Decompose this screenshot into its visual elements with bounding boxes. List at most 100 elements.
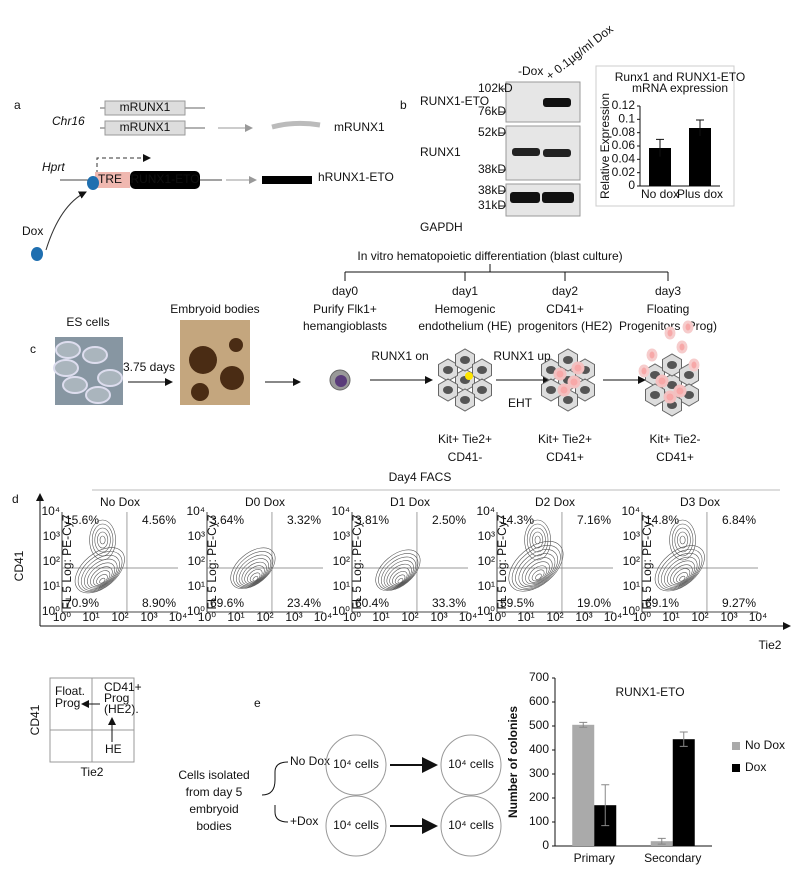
plot-title: D3 Dox — [680, 495, 720, 509]
tick-label: 10⁴ — [41, 504, 60, 518]
transgene-box — [130, 171, 200, 189]
progenitor — [567, 375, 581, 389]
tick-label: 10² — [333, 554, 350, 568]
product-label: mRUNX1 — [334, 120, 385, 134]
tick-label: 10¹ — [82, 610, 99, 624]
y-tick-label: 0 — [542, 838, 549, 852]
contour — [80, 554, 120, 591]
plot-axis-label: FL 5 Log: PE-Cy7 — [205, 514, 219, 609]
es-colony — [53, 359, 79, 377]
progenitor — [553, 367, 567, 381]
contour — [660, 552, 700, 589]
error-bar — [696, 119, 704, 136]
contour — [663, 556, 698, 588]
panel-label: c — [30, 342, 36, 356]
contour — [677, 531, 689, 549]
source-text: embryoid — [189, 802, 238, 816]
contour — [521, 557, 553, 586]
tick-label: 10⁰ — [187, 604, 205, 618]
runx1-up: RUNX1 up — [493, 349, 551, 363]
promoter-label: TRE — [98, 172, 122, 186]
stage-day: day3 — [655, 284, 681, 298]
cell-nucleus — [563, 356, 573, 364]
tick-label: 10¹ — [517, 610, 534, 624]
quadrant-value: 14.3% — [500, 513, 534, 527]
plate-label: 10⁴ cells — [333, 757, 379, 771]
tick-label: 10⁰ — [198, 610, 216, 624]
tick-label: 10⁰ — [332, 604, 350, 618]
header: In vitro hematopoietic differentiation (… — [357, 249, 622, 263]
key-text: Float. — [55, 684, 85, 698]
legend-label: No Dox — [745, 738, 785, 752]
y-tick-label: 0.12 — [612, 98, 636, 112]
cell-nucleus — [580, 386, 590, 394]
tick-label: 10² — [691, 610, 708, 624]
y-tick-label: 0.02 — [612, 165, 636, 179]
contour — [74, 547, 125, 594]
transgene-label: RUNX1-ETO — [130, 172, 199, 186]
tick-label: 10² — [546, 610, 563, 624]
stage-day: day2 — [552, 284, 578, 298]
band — [542, 192, 574, 203]
cell-nucleus — [563, 396, 573, 404]
contour — [515, 549, 558, 589]
plot-title: D0 Dox — [245, 495, 285, 509]
tick-label: 10⁰ — [42, 604, 60, 618]
stage-desc: endothelium (HE) — [418, 319, 511, 333]
key-y-label: CD41 — [28, 704, 42, 735]
tick-label: 10³ — [478, 529, 495, 543]
es-label: ES cells — [66, 315, 109, 329]
eb-label: Embryoid bodies — [170, 302, 259, 316]
source-text: from day 5 — [186, 785, 243, 799]
contour — [375, 549, 421, 591]
error-bar — [656, 138, 664, 157]
contour — [534, 535, 541, 545]
panel-label: e — [254, 696, 261, 710]
phenotype: Kit+ Tie2+ — [438, 432, 492, 446]
quadrant-value: 8.90% — [142, 596, 176, 610]
bar — [689, 128, 711, 186]
y-axis-label: Relative Expression — [598, 93, 612, 199]
tick-label: 10³ — [188, 529, 205, 543]
cell-nucleus — [460, 396, 470, 404]
floating-progenitor — [676, 340, 688, 354]
blot-label: GAPDH — [420, 220, 463, 234]
band — [512, 148, 540, 156]
tick-label: 10⁴ — [621, 504, 640, 518]
y-tick-label: 0.08 — [612, 125, 636, 139]
tick-label: 10¹ — [662, 610, 679, 624]
cell-nucleus — [667, 361, 677, 369]
eht: EHT — [508, 396, 533, 410]
dox — [31, 247, 43, 261]
contour — [676, 572, 688, 583]
x-axis-label: Tie2 — [759, 638, 782, 652]
key-x-label: Tie2 — [81, 765, 104, 779]
panel-label: a — [14, 98, 21, 112]
tick-label: 10² — [111, 610, 128, 624]
panel-label: b — [400, 98, 407, 112]
stage-desc: progenitors (HE2) — [518, 319, 613, 333]
tick-label: 10⁰ — [622, 604, 640, 618]
runx1-on: RUNX1 on — [371, 349, 428, 363]
split-bracket — [261, 761, 289, 823]
tick-label: 10³ — [575, 610, 592, 624]
tick-label: 10² — [401, 610, 418, 624]
dox-bound — [87, 176, 99, 190]
marker-label: 38kD — [478, 162, 506, 176]
blot-label: RUNX1-ETO — [420, 94, 489, 108]
y-tick-label: 100 — [529, 814, 549, 828]
tick-label: 10⁴ — [749, 610, 768, 624]
plot-title: D1 Dox — [390, 495, 430, 509]
contour — [526, 523, 549, 557]
contour — [667, 560, 696, 587]
embryoid-body — [191, 383, 209, 401]
bar — [672, 739, 695, 846]
plot-axis-label: FL 5 Log: PE-Cy7 — [60, 514, 74, 609]
stage-day: day1 — [452, 284, 478, 298]
quadrant-value: 15.6% — [65, 513, 99, 527]
legend-swatch — [732, 742, 740, 750]
contour — [529, 527, 546, 553]
condition: No Dox — [290, 754, 330, 768]
stage-desc: Hemogenic — [435, 302, 496, 316]
